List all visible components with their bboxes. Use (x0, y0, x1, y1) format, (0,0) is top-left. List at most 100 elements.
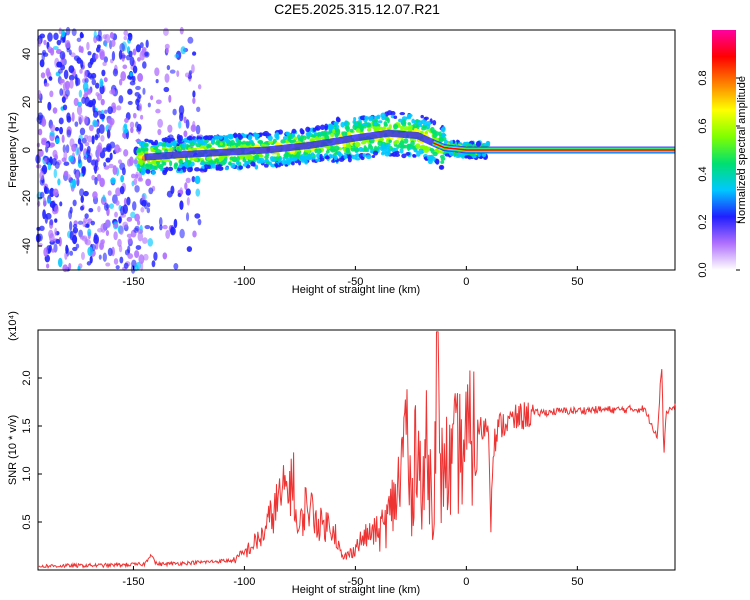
spectrogram-cell (79, 68, 83, 74)
spectrogram-cell (112, 68, 119, 77)
spectrogram-cell (94, 53, 99, 60)
spectrogram-cell (90, 220, 96, 226)
spectrogram-cell (75, 243, 80, 249)
spectrogram-cell (282, 136, 288, 141)
spectrogram-cell (318, 157, 325, 162)
spectrogram-cell (115, 187, 122, 197)
spectrogram-cell (55, 238, 61, 245)
spectrogram-cell (383, 123, 388, 127)
spectrogram-cell (72, 246, 78, 252)
spectrogram-cell (86, 41, 90, 51)
spectrogram-cell (59, 88, 64, 96)
spectrogram-cell (77, 137, 82, 145)
spectrogram-cell (147, 102, 151, 108)
spectrogram-cell (263, 141, 270, 145)
x-tick-label: -100 (233, 276, 255, 288)
spectrogram-cell (137, 177, 144, 182)
spectrogram-cell (304, 149, 310, 153)
x-tick-label: 0 (463, 276, 469, 288)
spectrogram-cell (87, 228, 92, 237)
spectrogram-cell (132, 75, 136, 83)
spectrogram-cell (475, 140, 482, 147)
spectrogram-cell (115, 265, 120, 270)
spectrogram-cell (140, 147, 145, 152)
spectrogram-cell (81, 137, 87, 144)
spectrogram-cell (334, 133, 339, 138)
spectrogram-cell (84, 237, 88, 245)
spectrogram-cell (163, 137, 169, 143)
spectrogram-cell (53, 32, 59, 41)
spectrogram-cell (110, 39, 116, 48)
spectrogram-cell (420, 114, 424, 119)
spectrogram-cell (248, 134, 253, 140)
spectrogram-cell (80, 59, 84, 69)
spectrogram-cell (43, 157, 48, 164)
spectrogram-cell (176, 70, 180, 78)
spectrogram-cell (84, 134, 89, 139)
spectrogram-cell (137, 219, 141, 226)
spectrogram-cell (282, 156, 286, 161)
spectrogram-cell (371, 155, 376, 159)
spectrogram-cell (110, 177, 116, 184)
spectrogram-cell (45, 212, 52, 220)
spectrogram-cell (48, 76, 53, 81)
spectrogram-cell (44, 187, 50, 194)
spectrogram-cell (143, 253, 149, 261)
spectrogram-cell (162, 169, 168, 176)
spectrogram-cell (134, 213, 140, 222)
spectrogram-cell (254, 164, 259, 170)
spectrogram-cell (213, 134, 220, 141)
spectrogram-cell (155, 160, 161, 165)
spectrogram-cell (304, 160, 308, 165)
spectrogram-cell (58, 236, 62, 247)
spectrogram-cell (249, 156, 254, 161)
spectrogram-cell (391, 151, 398, 157)
spectrogram-cell (52, 45, 59, 50)
spectrogram-cell (153, 251, 158, 261)
spectrogram-cell (140, 114, 144, 120)
spectrogram-cell (99, 113, 106, 120)
spectrogram-cell (136, 123, 142, 132)
spectrogram-cell (86, 261, 92, 266)
spectrogram-cell (52, 188, 59, 197)
spectrogram-cell (165, 141, 171, 148)
spectrogram-cell (59, 201, 63, 207)
spectrogram-cell (324, 135, 330, 140)
spectrogram-cell (178, 135, 183, 142)
spectrogram-cell (179, 187, 183, 196)
spectrogram-cell (362, 125, 367, 129)
spectrogram-cell (100, 223, 107, 233)
spectrogram-cell (291, 157, 298, 162)
spectrogram-cell (288, 134, 292, 140)
spectrogram-cell (354, 141, 361, 148)
spectrogram-cell (105, 219, 111, 228)
spectrogram-cell (272, 138, 277, 144)
spectrogram-cell (89, 255, 93, 264)
spectrogram-cell (126, 196, 131, 206)
spectrogram-cell (250, 142, 255, 147)
spectrogram-cell (400, 125, 405, 130)
spectrogram-cell (38, 128, 43, 136)
spectrogram-cell (91, 78, 97, 86)
spectrogram-cell (91, 174, 96, 181)
spectrogram-cell (124, 117, 129, 123)
spectrogram-cell (56, 61, 63, 68)
spectrogram-cell (149, 226, 154, 231)
spectrogram-cell (49, 131, 55, 137)
spectrogram-cell (100, 98, 105, 106)
spectrogram-cell (284, 152, 290, 158)
spectrogram-cell (57, 257, 63, 268)
spectrogram-cell (68, 49, 72, 56)
spectrogram-cell (151, 260, 156, 268)
spectrogram-cell (241, 133, 247, 139)
spectrogram-cell (399, 145, 406, 149)
spectrogram-cell (49, 200, 56, 209)
spectrogram-cell (50, 124, 56, 133)
spectrogram-cell (77, 101, 83, 108)
spectrogram-cell (123, 35, 128, 41)
spectrogram-cell (68, 74, 75, 81)
spectrogram-cell (118, 95, 124, 104)
spectrogram-cell (159, 224, 163, 231)
spectrogram-cell (140, 261, 144, 271)
ridge-core (432, 142, 675, 151)
